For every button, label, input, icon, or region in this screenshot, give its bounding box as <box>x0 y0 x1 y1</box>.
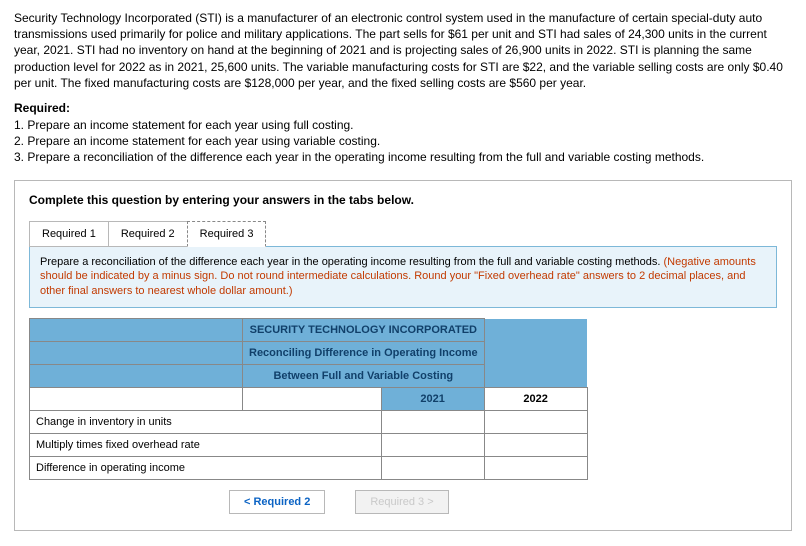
table-row: Change in inventory in units <box>30 411 588 434</box>
input-2021-diff[interactable] <box>381 457 484 480</box>
spacer <box>484 365 587 388</box>
table-subtitle2-row: Between Full and Variable Costing <box>30 365 588 388</box>
nav-row: < Required 2 Required 3 > <box>229 490 777 514</box>
prev-required-2-button[interactable]: < Required 2 <box>229 490 325 514</box>
table-row: Difference in operating income <box>30 457 588 480</box>
year-2022-header: 2022 <box>484 388 587 411</box>
required-item-2: 2. Prepare an income statement for each … <box>14 133 792 149</box>
table-subtitle1-row: Reconciling Difference in Operating Inco… <box>30 342 588 365</box>
blank-cell <box>30 388 243 411</box>
input-2021-change[interactable] <box>381 411 484 434</box>
required-item-3: 3. Prepare a reconciliation of the diffe… <box>14 149 792 165</box>
tab-required-3[interactable]: Required 3 <box>187 221 267 247</box>
subtitle2: Between Full and Variable Costing <box>243 365 485 388</box>
blank-cell <box>30 342 243 365</box>
required-header: Required: <box>14 101 792 115</box>
input-2021-rate[interactable] <box>381 434 484 457</box>
table-year-row: 2021 2022 <box>30 388 588 411</box>
tab-required-2[interactable]: Required 2 <box>108 221 188 247</box>
answer-card: Complete this question by entering your … <box>14 180 792 532</box>
subtitle1: Reconciling Difference in Operating Inco… <box>243 342 485 365</box>
spacer <box>484 319 587 342</box>
year-2021-header: 2021 <box>381 388 484 411</box>
company-name: SECURITY TECHNOLOGY INCORPORATED <box>243 319 485 342</box>
required-item-1: 1. Prepare an income statement for each … <box>14 117 792 133</box>
blank-cell <box>243 388 382 411</box>
tab-bar: Required 1 Required 2 Required 3 <box>29 221 777 247</box>
table-row: Multiply times fixed overhead rate <box>30 434 588 457</box>
input-2022-rate[interactable] <box>484 434 587 457</box>
prompt-box: Prepare a reconciliation of the differen… <box>29 246 777 309</box>
reconciliation-table: SECURITY TECHNOLOGY INCORPORATED Reconci… <box>29 318 588 480</box>
next-required-3-button[interactable]: Required 3 > <box>355 490 448 514</box>
card-instruction: Complete this question by entering your … <box>29 193 777 207</box>
spacer <box>484 342 587 365</box>
input-2022-change[interactable] <box>484 411 587 434</box>
row-label-change-inventory: Change in inventory in units <box>30 411 382 434</box>
table-company-row: SECURITY TECHNOLOGY INCORPORATED <box>30 319 588 342</box>
prompt-main: Prepare a reconciliation of the differen… <box>40 256 664 268</box>
intro-paragraph: Security Technology Incorporated (STI) i… <box>14 10 792 91</box>
input-2022-diff[interactable] <box>484 457 587 480</box>
row-label-multiply-rate: Multiply times fixed overhead rate <box>30 434 382 457</box>
tab-required-1[interactable]: Required 1 <box>29 221 109 247</box>
problem-intro: Security Technology Incorporated (STI) i… <box>14 10 792 91</box>
required-block: Required: 1. Prepare an income statement… <box>14 101 792 166</box>
row-label-difference: Difference in operating income <box>30 457 382 480</box>
blank-cell <box>30 365 243 388</box>
blank-cell <box>30 319 243 342</box>
